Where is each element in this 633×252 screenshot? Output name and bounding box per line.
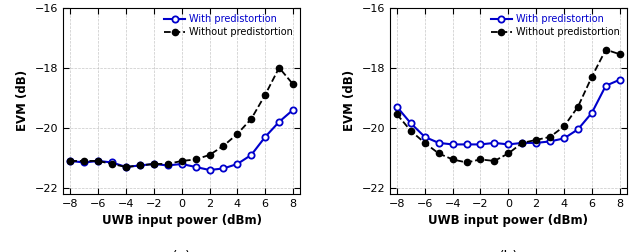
Without predistortion — [407, 129, 415, 132]
Without predistortion — [248, 117, 255, 120]
Without predistortion — [94, 160, 102, 163]
Line: Without predistortion: Without predistortion — [394, 47, 623, 166]
With predistortion — [192, 166, 199, 169]
Line: With predistortion: With predistortion — [67, 107, 296, 173]
With predistortion — [261, 135, 269, 138]
With predistortion — [80, 161, 88, 164]
With predistortion — [435, 141, 442, 144]
With predistortion — [574, 128, 582, 131]
With predistortion — [421, 135, 429, 138]
Y-axis label: EVM (dB): EVM (dB) — [343, 70, 356, 131]
With predistortion — [491, 141, 498, 144]
Without predistortion — [192, 158, 199, 161]
With predistortion — [178, 163, 185, 166]
With predistortion — [220, 167, 227, 170]
Without predistortion — [164, 163, 172, 166]
With predistortion — [477, 143, 484, 146]
Without predistortion — [275, 66, 283, 69]
With predistortion — [136, 164, 144, 167]
With predistortion — [164, 164, 172, 167]
Without predistortion — [393, 113, 401, 116]
With predistortion — [275, 120, 283, 123]
Without predistortion — [518, 141, 526, 144]
Without predistortion — [435, 152, 442, 155]
Legend: With predistortion, Without predistortion: With predistortion, Without predistortio… — [160, 11, 297, 41]
Without predistortion — [421, 141, 429, 144]
Without predistortion — [616, 53, 624, 56]
Without predistortion — [261, 93, 269, 96]
With predistortion — [602, 84, 610, 87]
Without predistortion — [150, 163, 158, 166]
Without predistortion — [546, 135, 554, 138]
With predistortion — [449, 143, 456, 146]
With predistortion — [463, 143, 470, 146]
With predistortion — [150, 163, 158, 166]
Text: (a): (a) — [172, 250, 191, 252]
With predistortion — [122, 166, 130, 169]
With predistortion — [407, 122, 415, 125]
With predistortion — [234, 163, 241, 166]
With predistortion — [588, 111, 596, 114]
With predistortion — [546, 140, 554, 143]
Without predistortion — [66, 160, 74, 163]
Without predistortion — [289, 83, 297, 86]
Without predistortion — [80, 160, 88, 163]
X-axis label: UWB input power (dBm): UWB input power (dBm) — [102, 214, 261, 228]
With predistortion — [94, 160, 102, 163]
Without predistortion — [560, 125, 568, 128]
Without predistortion — [234, 132, 241, 135]
With predistortion — [66, 160, 74, 163]
Line: Without predistortion: Without predistortion — [67, 65, 296, 170]
Without predistortion — [574, 105, 582, 108]
Without predistortion — [532, 138, 540, 141]
Without predistortion — [588, 75, 596, 78]
Without predistortion — [505, 152, 512, 155]
Without predistortion — [220, 144, 227, 147]
Without predistortion — [602, 48, 610, 51]
Without predistortion — [449, 158, 456, 161]
With predistortion — [206, 169, 213, 172]
With predistortion — [616, 78, 624, 81]
With predistortion — [108, 161, 116, 164]
Without predistortion — [122, 166, 130, 169]
With predistortion — [289, 108, 297, 111]
Without predistortion — [206, 153, 213, 156]
With predistortion — [518, 141, 526, 144]
Line: With predistortion: With predistortion — [394, 77, 623, 147]
Without predistortion — [108, 163, 116, 166]
With predistortion — [393, 105, 401, 108]
Legend: With predistortion, Without predistortion: With predistortion, Without predistortio… — [487, 11, 624, 41]
Without predistortion — [136, 164, 144, 167]
With predistortion — [532, 141, 540, 144]
Y-axis label: EVM (dB): EVM (dB) — [16, 70, 29, 131]
Without predistortion — [463, 161, 470, 164]
Without predistortion — [491, 160, 498, 163]
Without predistortion — [178, 160, 185, 163]
Text: (b): (b) — [498, 250, 518, 252]
With predistortion — [560, 137, 568, 140]
Without predistortion — [477, 158, 484, 161]
X-axis label: UWB input power (dBm): UWB input power (dBm) — [429, 214, 588, 228]
With predistortion — [248, 153, 255, 156]
With predistortion — [505, 143, 512, 146]
